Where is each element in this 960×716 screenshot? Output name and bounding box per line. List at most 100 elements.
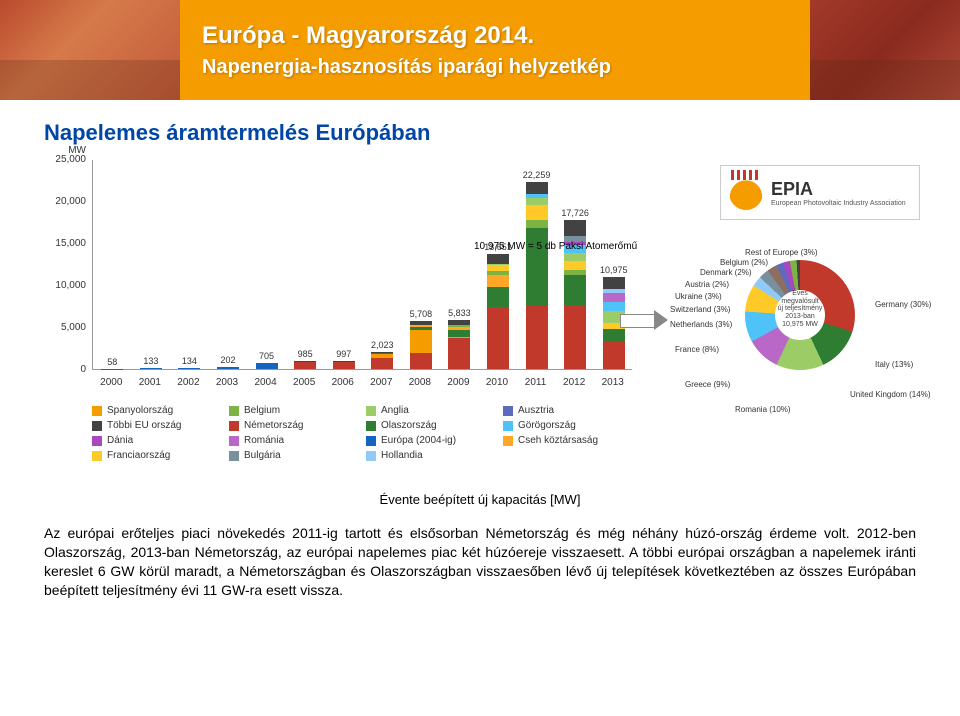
bar-segment (526, 205, 548, 219)
bar-segment (564, 261, 586, 270)
legend-swatch (92, 436, 102, 446)
legend-swatch (503, 436, 513, 446)
chart-legend: SpanyolországBelgiumAngliaAusztriaTöbbi … (92, 405, 632, 461)
bar-segment (448, 325, 470, 328)
legend-label: Románia (244, 435, 284, 446)
bar-segment (603, 277, 625, 289)
header-banner: Európa - Magyarország 2014. Napenergia-h… (0, 0, 960, 100)
bar-segment (140, 368, 162, 369)
bar-segment (448, 327, 470, 330)
donut-slice-label: Austria (2%) (685, 280, 729, 289)
legend-item: Dánia (92, 435, 221, 446)
donut-slice-label: Ukraine (3%) (675, 292, 722, 301)
bar-segment (487, 287, 509, 306)
bar-segment (564, 220, 586, 236)
bar-value-label: 10,975 (594, 265, 634, 275)
x-tick: 2012 (563, 377, 585, 388)
x-tick: 2013 (602, 377, 624, 388)
bar-segment (487, 271, 509, 274)
bar-chart: 05,00010,00015,00020,00025,000MW 5813313… (44, 155, 644, 475)
legend-swatch (229, 421, 239, 431)
legend-item: Ausztria (503, 405, 632, 416)
bar-segment (448, 337, 470, 369)
banner-photo-left (0, 0, 180, 100)
bar-segment (371, 358, 393, 369)
legend-item: Hollandia (366, 450, 495, 461)
y-tick: 0 (46, 364, 86, 375)
legend-swatch (503, 421, 513, 431)
banner-title-1: Európa - Magyarország 2014. (202, 22, 788, 50)
bar-value-label: 133 (131, 356, 171, 366)
legend-item: Európa (2004-ig) (366, 435, 495, 446)
bar-value-label: 705 (247, 351, 287, 361)
bar-value-label: 134 (169, 356, 209, 366)
legend-swatch (366, 406, 376, 416)
sun-icon (729, 176, 763, 210)
bar-segment (526, 228, 548, 306)
bar-segment (371, 353, 393, 354)
bar-segment (178, 368, 200, 369)
legend-label: Németország (244, 420, 303, 431)
legend-item: Bulgária (229, 450, 358, 461)
bar-value-label: 17,726 (555, 208, 595, 218)
legend-swatch (503, 406, 513, 416)
legend-label: Olaszország (381, 420, 437, 431)
body-paragraph: Az európai erőteljes piaci növekedés 201… (44, 524, 916, 600)
legend-swatch (92, 451, 102, 461)
bar-segment (564, 270, 586, 275)
epia-logo: EPIA European Photovoltaic Industry Asso… (720, 165, 920, 220)
legend-swatch (92, 421, 102, 431)
legend-item: Románia (229, 435, 358, 446)
bar-segment (564, 275, 586, 305)
donut-slice-label: France (8%) (675, 345, 719, 354)
donut-slice-label: Germany (30%) (875, 300, 931, 309)
x-tick: 2000 (100, 377, 122, 388)
bar-segment (564, 305, 586, 369)
donut-slice-label: Switzerland (3%) (670, 305, 730, 314)
bar-segment (333, 362, 355, 369)
x-tick: 2002 (177, 377, 199, 388)
legend-label: Hollandia (381, 450, 423, 461)
bar-segment (603, 341, 625, 369)
legend-label: Cseh köztársaság (518, 435, 598, 446)
bar-segment (294, 361, 316, 362)
legend-item: Anglia (366, 405, 495, 416)
bar-segment (217, 367, 239, 369)
legend-label: Európa (2004-ig) (381, 435, 456, 446)
bar-segment (294, 362, 316, 369)
legend-swatch (366, 421, 376, 431)
chart-plot: 581331342027059859972,0235,7085,83313,65… (92, 160, 632, 370)
legend-label: Görögország (518, 420, 576, 431)
x-tick: 2005 (293, 377, 315, 388)
bar-segment (410, 321, 432, 325)
legend-label: Bulgária (244, 450, 281, 461)
bar-value-label: 58 (92, 357, 132, 367)
legend-label: Belgium (244, 405, 280, 416)
legend-swatch (366, 451, 376, 461)
legend-label: Spanyolország (107, 405, 173, 416)
chart-note: 10 975 MW = 5 db Paksi Atomerőmű (474, 241, 637, 252)
bar-segment (564, 253, 586, 261)
legend-swatch (229, 406, 239, 416)
y-tick: 5,000 (46, 322, 86, 333)
epia-name: EPIA (771, 179, 906, 200)
bar-segment (603, 329, 625, 341)
bar-value-label: 22,259 (517, 170, 557, 180)
bar-segment (487, 264, 509, 266)
x-tick: 2008 (409, 377, 431, 388)
legend-item: Belgium (229, 405, 358, 416)
bar-segment (526, 220, 548, 228)
banner-title-2: Napenergia-hasznosítás iparági helyzetké… (202, 56, 788, 79)
bar-segment (526, 198, 548, 206)
chart-caption: Évente beépített új kapacitás [MW] (0, 492, 960, 507)
donut-slice-label: Denmark (2%) (700, 268, 752, 277)
x-tick: 2007 (370, 377, 392, 388)
bar-segment (487, 254, 509, 263)
bar-segment (487, 265, 509, 271)
bar-segment (371, 354, 393, 359)
legend-label: Dánia (107, 435, 133, 446)
y-tick: 15,000 (46, 238, 86, 249)
bar-segment (294, 361, 316, 362)
epia-sub: European Photovoltaic Industry Associati… (771, 200, 906, 207)
bar-segment (448, 320, 470, 325)
